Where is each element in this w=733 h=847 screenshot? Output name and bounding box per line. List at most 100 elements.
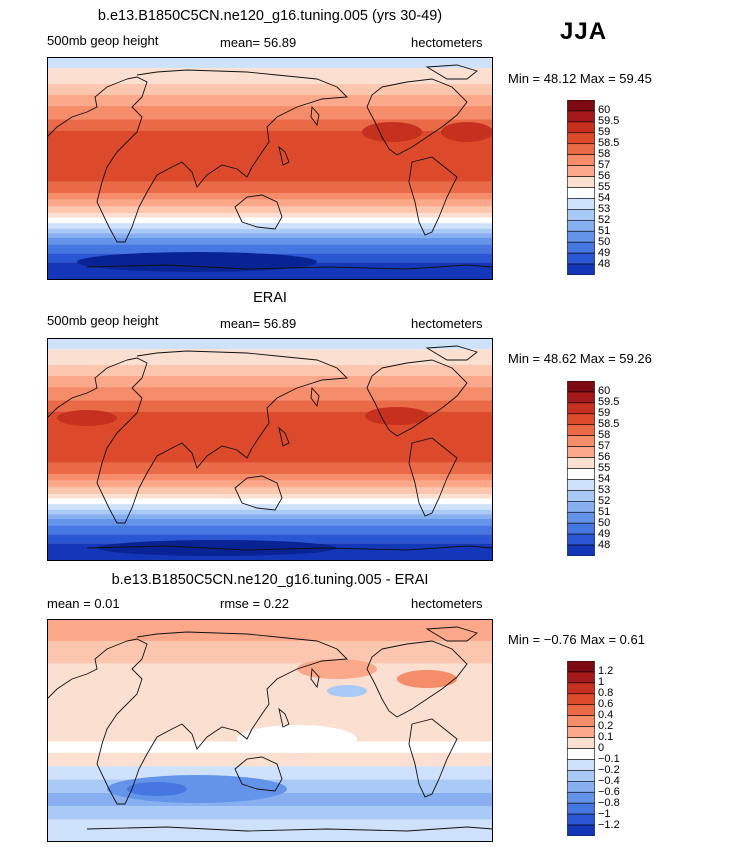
field-band xyxy=(47,518,493,526)
coastline xyxy=(366,359,468,437)
field-band xyxy=(47,641,493,664)
field-band xyxy=(47,237,493,245)
colorbar-tick-label: −0.8 xyxy=(598,796,620,809)
coastline xyxy=(425,626,478,642)
coastline xyxy=(310,386,320,408)
map-frame xyxy=(47,57,493,280)
field-band xyxy=(47,244,493,254)
colorbar-tick-label: 55 xyxy=(598,462,611,474)
colorbar-box xyxy=(567,501,595,513)
colorbar-box xyxy=(567,544,595,556)
colorbar-box xyxy=(567,726,595,738)
colorbar-box xyxy=(567,661,595,673)
colorbar-tick-label: 53 xyxy=(598,202,611,215)
colorbar-tick-label: 60 xyxy=(598,385,611,398)
field-band xyxy=(47,213,493,218)
colorbar-box xyxy=(567,781,595,793)
colorbar-tick-label: 48 xyxy=(598,257,611,270)
colorbar-tick-label: 50 xyxy=(598,235,611,248)
colorbar-tick-label: 1.2 xyxy=(598,665,614,678)
colorbar-box xyxy=(567,468,595,480)
colorbar-tick-label: 0.4 xyxy=(598,709,614,722)
colorbar-tick-label: 0.8 xyxy=(598,687,614,700)
colorbar-box xyxy=(567,263,595,275)
field-band xyxy=(47,514,493,519)
coastline xyxy=(86,264,493,270)
field-band xyxy=(47,349,493,365)
colorbar-tick-label: 59 xyxy=(598,407,611,420)
field-band xyxy=(47,119,493,131)
colorbar-box xyxy=(567,435,595,447)
season-label: JJA xyxy=(560,18,608,45)
coastline xyxy=(366,78,468,156)
field-band xyxy=(47,206,493,214)
colorbar-tick-label: 51 xyxy=(598,505,611,518)
colorbar-tick-label: 59.5 xyxy=(598,115,620,128)
colorbar-box xyxy=(567,132,595,145)
colorbar-tick-label: 55 xyxy=(598,181,611,193)
colorbar-box xyxy=(567,402,595,415)
colorbar-box xyxy=(567,682,595,695)
field-band xyxy=(47,338,493,350)
colorbar-tick-label: 0 xyxy=(598,742,605,754)
colorbar-tick-label: 58 xyxy=(598,429,611,442)
field-band xyxy=(47,498,493,505)
colorbar-tick-label: 54 xyxy=(598,191,611,204)
panel1-map xyxy=(47,57,493,280)
colorbar-tick-label: −0.6 xyxy=(598,785,620,798)
colorbar-box xyxy=(567,671,595,684)
field-band xyxy=(47,509,493,515)
field-band xyxy=(47,181,493,194)
field-band xyxy=(47,364,493,376)
colorbar-box xyxy=(567,748,595,760)
field-band xyxy=(47,494,493,499)
field-band xyxy=(47,534,493,544)
colorbar-box xyxy=(567,533,595,546)
colorbar-box xyxy=(567,770,595,782)
colorbar-tick-label: 51 xyxy=(598,224,611,237)
colorbar-tick-label: 60 xyxy=(598,104,611,117)
panel3-min-max: Min = −0.76 Max = 0.61 xyxy=(508,632,645,647)
low-center xyxy=(97,540,337,556)
colorbar-box xyxy=(567,143,595,155)
panel3-title: b.e13.B1850C5CN.ne120_g16.tuning.005 - E… xyxy=(111,572,429,588)
coastline xyxy=(47,69,349,243)
coastline xyxy=(366,640,468,718)
field-band xyxy=(47,487,493,495)
diff-positive xyxy=(397,670,457,688)
colorbar-box xyxy=(567,187,595,199)
high-center xyxy=(365,407,429,425)
coastline xyxy=(425,64,478,80)
colorbar-box xyxy=(567,121,595,134)
panel3-colorbar-ticks: 1.2 1 0.8 0.6 0.4 0.2 0.1 0 −0.1 −0.2 −0.4 −0.6 −0.8… xyxy=(598,661,658,836)
colorbar-tick-label: −0.1 xyxy=(598,752,620,765)
colorbar-box xyxy=(567,813,595,826)
colorbar-tick-label: 58.5 xyxy=(598,137,620,150)
coastline xyxy=(310,105,320,127)
diff-positive xyxy=(297,659,377,679)
coastline xyxy=(278,426,290,447)
colorbar-tick-label: 58 xyxy=(598,148,611,161)
field-band xyxy=(47,752,493,767)
colorbar-box xyxy=(567,457,595,469)
colorbar-tick-label: 50 xyxy=(598,516,611,529)
field-band xyxy=(47,480,493,488)
colorbar-box xyxy=(567,824,595,836)
colorbar-tick-label: 57 xyxy=(598,440,611,453)
panel2-colorbar xyxy=(567,381,595,556)
coastline xyxy=(408,718,458,798)
panel2-map xyxy=(47,338,493,561)
panel2-left-label: 500mb geop height xyxy=(47,313,159,328)
colorbar-box xyxy=(567,490,595,502)
high-center xyxy=(362,122,422,142)
colorbar-tick-label: 1 xyxy=(598,676,605,689)
colorbar-box xyxy=(567,693,595,706)
panel2-units: hectometers xyxy=(411,316,483,331)
field-band xyxy=(47,193,493,200)
colorbar-box xyxy=(567,176,595,188)
coastline xyxy=(425,345,478,361)
colorbar-box xyxy=(567,413,595,426)
coastline xyxy=(47,350,349,524)
colorbar-tick-label: −0.2 xyxy=(598,763,620,776)
panel3-rmse-label: rmse = 0.22 xyxy=(220,596,290,611)
